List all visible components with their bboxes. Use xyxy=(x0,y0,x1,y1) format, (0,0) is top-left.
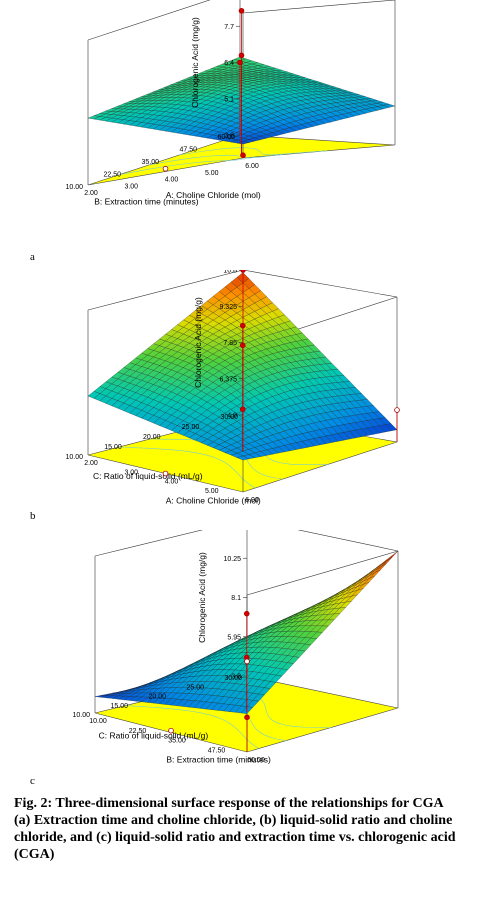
z-axis-label: Chlorogenic Acid (mg/g) xyxy=(197,552,207,643)
floor-contour xyxy=(118,446,256,489)
z-axis-label: Chlorogenic Acid (mg/g) xyxy=(190,17,200,108)
design-point xyxy=(244,658,250,665)
x-axis-label: A: Choline Chloride (mol) xyxy=(166,495,261,505)
x-tick-label: 6.00 xyxy=(245,497,259,504)
design-point xyxy=(243,610,250,617)
y-tick-label: 20.00 xyxy=(143,434,161,441)
y-tick-label: 10.00 xyxy=(72,712,90,719)
y-tick-label: 22.50 xyxy=(103,172,121,179)
z-tick-label: 3.8 xyxy=(231,674,241,681)
frame-edge xyxy=(297,530,399,552)
design-point xyxy=(238,52,245,59)
y-tick-label: 30.00 xyxy=(224,675,242,682)
design-point xyxy=(162,165,169,172)
surface-plot-b: 4.9 6.375 7.85 9.325 10.8 2.00 3.00 4.00 5.00 6.0… xyxy=(0,270,488,520)
z-tick-label: 4.9 xyxy=(227,413,237,420)
y-tick-label: 25.00 xyxy=(182,424,200,431)
surface-cell xyxy=(380,555,393,566)
frame-edge xyxy=(242,270,398,298)
y-tick-label: 25.00 xyxy=(186,684,204,691)
x-tick-label: 4.00 xyxy=(165,177,179,184)
z-tick-label: 8.1 xyxy=(231,595,241,602)
z-axis-label: Chlorogenic Acid (mg/g) xyxy=(193,297,203,388)
surface-cell xyxy=(380,557,393,568)
response-surface xyxy=(87,56,396,145)
surface-plot-a: 3.85.16.47.792.003.004.005.006.0010.0022… xyxy=(0,0,488,250)
design-point xyxy=(162,470,169,477)
design-point xyxy=(239,342,246,349)
y-axis-label: B: Extraction time (minutes) xyxy=(94,197,199,207)
surface-plot-a-svg: 3.85.16.47.792.003.004.005.006.0010.0022… xyxy=(65,0,396,207)
frame-edge xyxy=(94,530,204,557)
frame-edge xyxy=(246,550,399,596)
design-point xyxy=(240,152,246,159)
y-tick-label: 35.00 xyxy=(141,159,159,166)
surface-plot-c: 3.85.958.110.2512.410.0022.5035.0047.506… xyxy=(0,530,488,780)
z-tick-label: 6.4 xyxy=(224,60,234,67)
y-tick-label: 60.00 xyxy=(217,134,235,141)
caption-title: Fig. 2: Three-dimensional surface respon… xyxy=(14,796,444,811)
frame-edge xyxy=(242,0,396,14)
z-tick-label: 6.375 xyxy=(219,376,237,383)
x-tick-label: 6.00 xyxy=(245,163,259,170)
z-tick-label: 7.85 xyxy=(223,340,237,347)
x-tick-label: 35.00 xyxy=(168,738,186,745)
surface-cell xyxy=(236,141,249,145)
design-point xyxy=(240,270,246,273)
y-axis-label: C: Ratio of liquid-solid (mL/g) xyxy=(99,730,209,740)
x-tick-label: 2.00 xyxy=(84,460,98,467)
design-point xyxy=(238,7,245,14)
y-tick-label: 10.00 xyxy=(65,454,83,461)
x-tick-label: 3.00 xyxy=(124,469,138,476)
y-tick-label: 15.00 xyxy=(104,444,122,451)
floor-contour xyxy=(125,705,260,749)
z-tick-label: 9.325 xyxy=(219,304,237,311)
design-point xyxy=(237,59,243,66)
surface-cell xyxy=(236,455,250,461)
x-tick-label: 5.00 xyxy=(205,170,219,177)
figure-caption: Fig. 2: Three-dimensional surface respon… xyxy=(14,795,474,863)
z-tick-label: 7.7 xyxy=(224,24,234,31)
design-point xyxy=(239,406,246,413)
design-point xyxy=(168,727,174,734)
x-tick-label: 22.50 xyxy=(129,728,147,735)
x-tick-label: 10.00 xyxy=(89,718,107,725)
floor-contour xyxy=(118,156,256,176)
y-tick-label: 47.50 xyxy=(179,147,197,154)
panel-label-c: c xyxy=(30,775,35,787)
z-tick-label: 10.8 xyxy=(223,270,237,275)
floor-contour xyxy=(148,154,283,166)
y-axis-label: C: Ratio of liquid-solid (mL/g) xyxy=(93,471,203,481)
y-tick-label: 30.00 xyxy=(220,414,238,421)
z-tick-label: 5.95 xyxy=(227,634,241,641)
x-tick-label: 3.00 xyxy=(124,183,138,190)
frame-edge xyxy=(87,0,211,41)
z-tick-label: 5.1 xyxy=(224,96,234,103)
surface-plot-b-svg: 4.9 6.375 7.85 9.325 10.8 2.00 3.00 4.00 5.00 6.0… xyxy=(65,270,400,505)
x-axis-label: A: Choline Chloride (mol) xyxy=(166,190,261,200)
y-tick-label: 10.00 xyxy=(65,184,83,191)
panel-label-b: b xyxy=(30,510,36,522)
floor-contour xyxy=(179,147,328,156)
x-tick-label: 2.00 xyxy=(84,190,98,197)
design-point xyxy=(394,407,400,413)
x-tick-label: 4.00 xyxy=(165,479,179,486)
x-axis-label: B: Extraction time (minutes) xyxy=(166,754,271,764)
z-tick-label: 10.25 xyxy=(223,556,241,563)
y-tick-label: 20.00 xyxy=(148,694,166,701)
design-point xyxy=(244,714,250,721)
caption-body: (a) Extraction time and choline chloride… xyxy=(14,813,456,862)
z-tick-label: 3.8 xyxy=(224,133,234,140)
design-point xyxy=(239,322,246,329)
response-surface xyxy=(94,550,399,714)
surface-plot-c-svg: 3.85.958.110.2512.410.0022.5035.0047.506… xyxy=(72,530,399,764)
x-tick-label: 60.00 xyxy=(247,757,265,764)
x-tick-label: 47.50 xyxy=(208,747,226,754)
panel-label-a: a xyxy=(30,251,35,263)
response-surface xyxy=(87,272,398,461)
frame-edge xyxy=(87,270,244,311)
x-tick-label: 5.00 xyxy=(205,488,219,495)
y-tick-label: 15.00 xyxy=(110,703,128,710)
